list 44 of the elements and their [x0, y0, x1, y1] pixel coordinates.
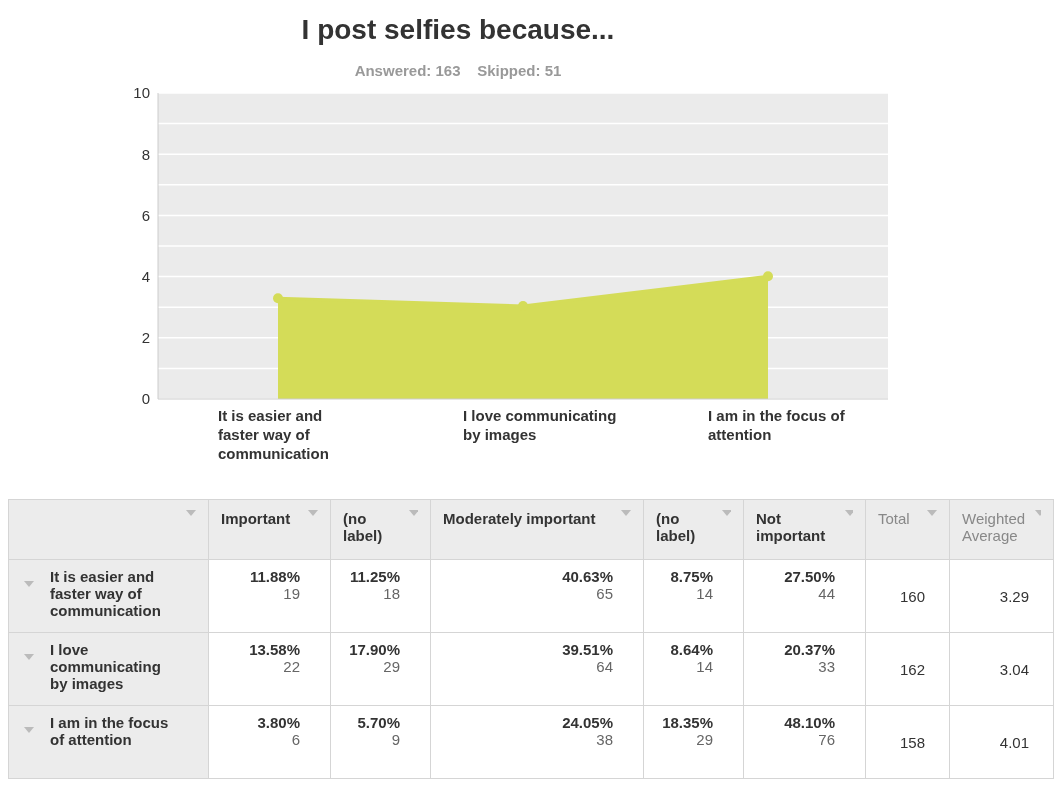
text: 27.50% 44 — [784, 568, 835, 602]
x-tick-label: It is easier and faster way of communication — [218, 407, 329, 462]
text: 11.88% 19 — [249, 568, 300, 602]
category-label: Total — [878, 510, 910, 527]
category-label: I love communicating by images — [50, 641, 161, 692]
x-tick-label: I am in the focus of attention — [708, 407, 846, 443]
category-label: Weighted Average — [962, 510, 1027, 544]
text: 17.90% 29 — [349, 641, 400, 675]
chart-subtitle: Answered: 163 Skipped: 51 — [353, 62, 563, 79]
text: 158 — [899, 733, 925, 751]
text: 20.37% 33 — [784, 641, 835, 675]
text: 39.51% 64 — [562, 641, 613, 675]
y-tick-label: 2 — [141, 329, 150, 347]
text: 18.35% 29 — [662, 714, 713, 748]
text: 8.75% 14 — [670, 568, 713, 602]
text: 40.63% 65 — [562, 568, 613, 602]
category-label: Not important — [756, 510, 827, 544]
category-label: Moderately important — [443, 510, 596, 527]
point — [763, 271, 773, 282]
category-label: I am in the focus of attention — [50, 714, 169, 748]
x-tick-label: I love communicating by images — [463, 407, 617, 443]
y-tick-label: 10 — [133, 84, 150, 102]
text: 3.80% 6 — [257, 714, 300, 748]
text: 3.29 — [999, 587, 1029, 605]
y-tick-label: 6 — [141, 206, 150, 224]
category-label: (no label) — [343, 510, 384, 544]
y-tick-label: 0 — [141, 390, 150, 408]
text: 13.58% 22 — [249, 641, 300, 675]
text: 5.70% 9 — [357, 714, 400, 748]
y-tick-label: 8 — [141, 145, 150, 163]
text: 8.64% 14 — [670, 641, 713, 675]
point — [273, 293, 283, 304]
text: 3.04 — [999, 660, 1029, 678]
text: 48.10% 76 — [784, 714, 835, 748]
text: 11.25% 18 — [349, 568, 400, 602]
text: 160 — [899, 587, 925, 605]
category-label: Important — [221, 510, 291, 527]
text: 4.01 — [999, 733, 1029, 751]
text: 162 — [899, 660, 925, 678]
y-tick-label: 4 — [141, 267, 150, 285]
category-label: (no label) — [656, 510, 697, 544]
category-label: It is easier and faster way of communication — [50, 568, 161, 619]
text: 24.05% 38 — [562, 714, 613, 748]
chart-title: I post selfies because... — [300, 14, 616, 46]
